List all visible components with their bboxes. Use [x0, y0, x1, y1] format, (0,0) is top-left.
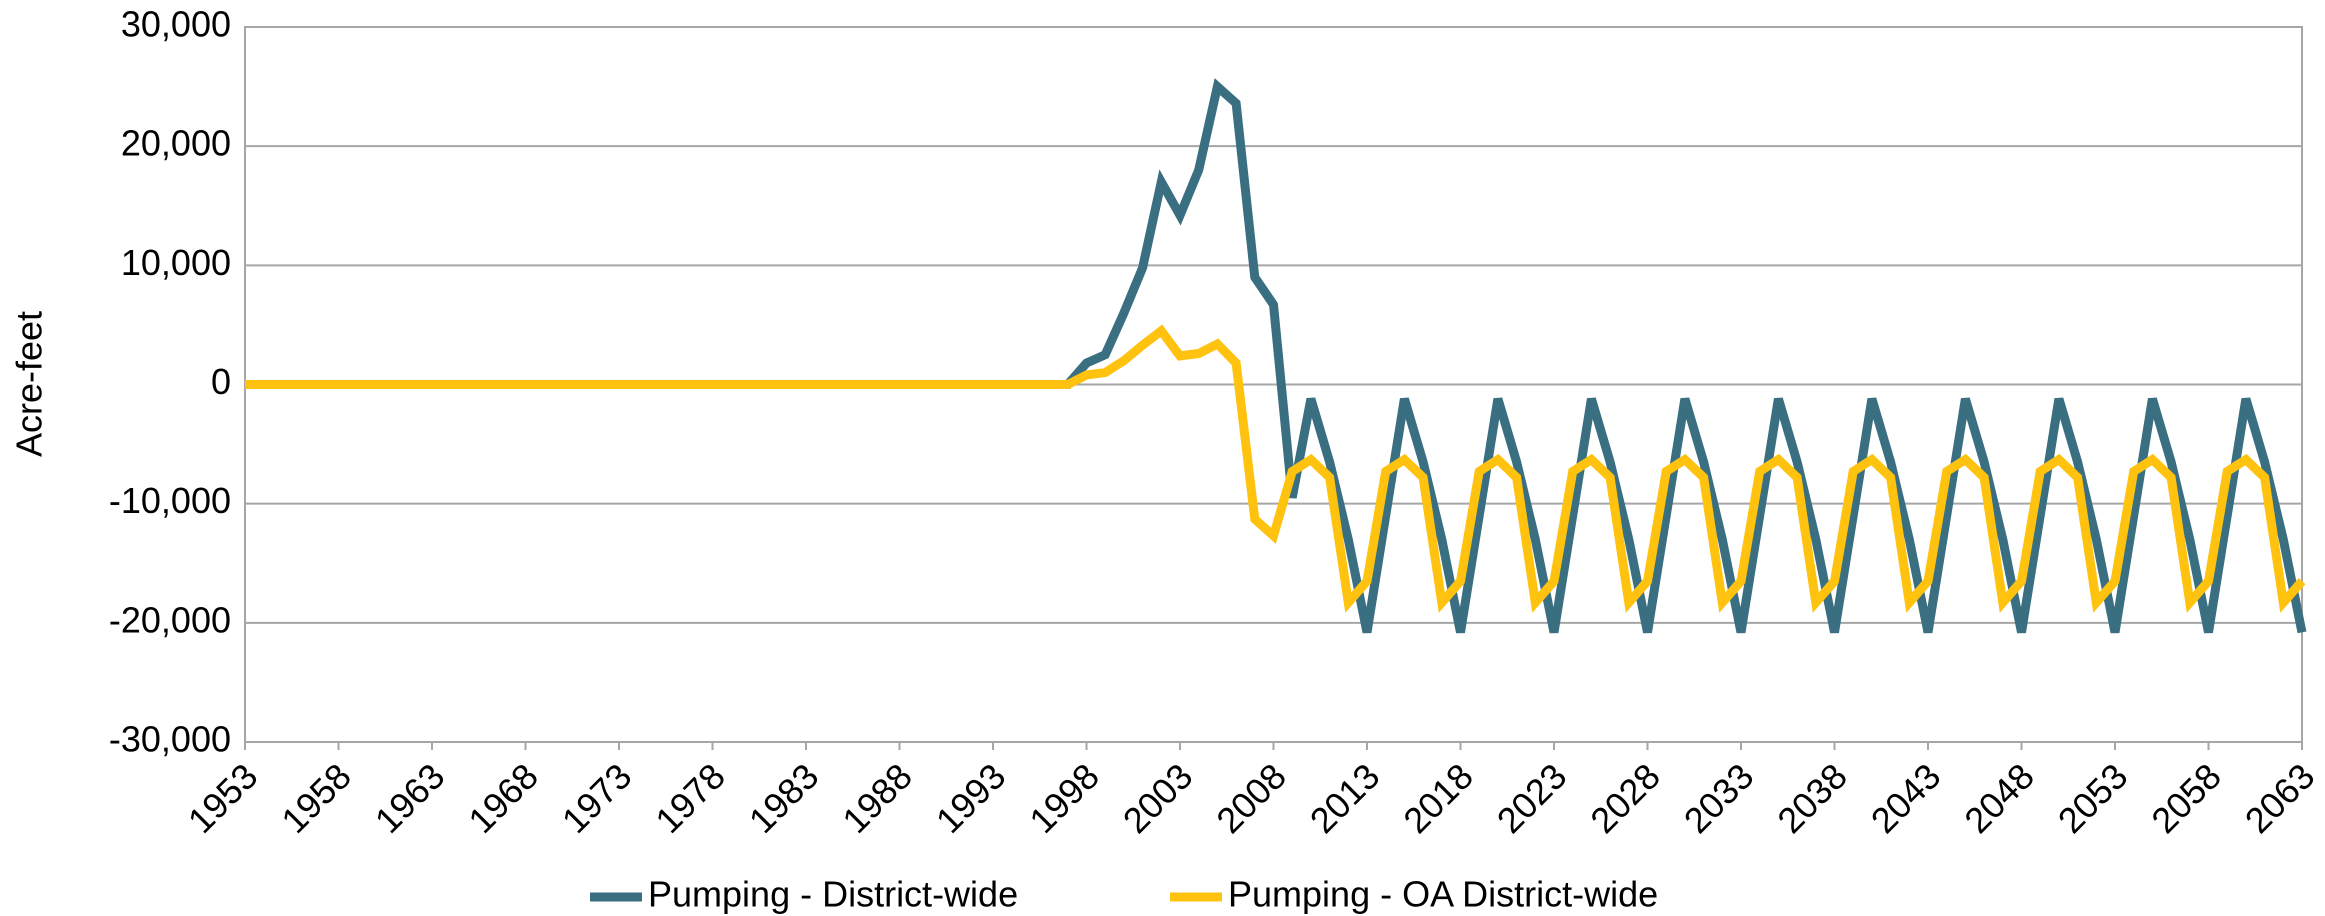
x-tick-label: 2053 [2050, 755, 2136, 841]
x-tick-label: 1993 [928, 755, 1014, 841]
x-tick-label: 1958 [273, 755, 359, 841]
x-tick-label: 2048 [1956, 755, 2042, 841]
y-tick-label: 10,000 [121, 242, 231, 283]
x-tick-label: 2063 [2237, 755, 2323, 841]
x-tick-label: 1973 [554, 755, 640, 841]
x-tick-label: 1988 [834, 755, 920, 841]
legend-label: Pumping - District-wide [648, 874, 1018, 915]
y-tick-label: -10,000 [109, 480, 231, 521]
series-line [245, 324, 2306, 613]
x-tick-label: 2043 [1863, 755, 1949, 841]
x-tick-label: 2003 [1115, 755, 1201, 841]
y-tick-label: 20,000 [121, 123, 231, 164]
legend-label: Pumping - OA District-wide [1228, 874, 1658, 915]
x-tick-label: 2028 [1582, 755, 1668, 841]
x-tick-label: 1968 [460, 755, 546, 841]
y-axis-title: Acre-feet [9, 311, 50, 457]
x-tick-label: 1978 [647, 755, 733, 841]
x-tick-label: 2058 [2143, 755, 2229, 841]
x-tick-label: 2038 [1769, 755, 1855, 841]
y-tick-label: 30,000 [121, 4, 231, 45]
y-tick-label: -30,000 [109, 719, 231, 760]
x-tick-label: 2018 [1395, 755, 1481, 841]
x-tick-label: 1983 [741, 755, 827, 841]
y-tick-label: 0 [211, 361, 231, 402]
x-tick-label: 2008 [1208, 755, 1294, 841]
y-tick-label: -20,000 [109, 599, 231, 640]
x-tick-label: 1998 [1021, 755, 1107, 841]
x-tick-label: 2033 [1676, 755, 1762, 841]
x-tick-label: 2013 [1302, 755, 1388, 841]
x-tick-label: 2023 [1489, 755, 1575, 841]
x-tick-label: 1953 [180, 755, 266, 841]
x-tick-label: 1963 [367, 755, 453, 841]
